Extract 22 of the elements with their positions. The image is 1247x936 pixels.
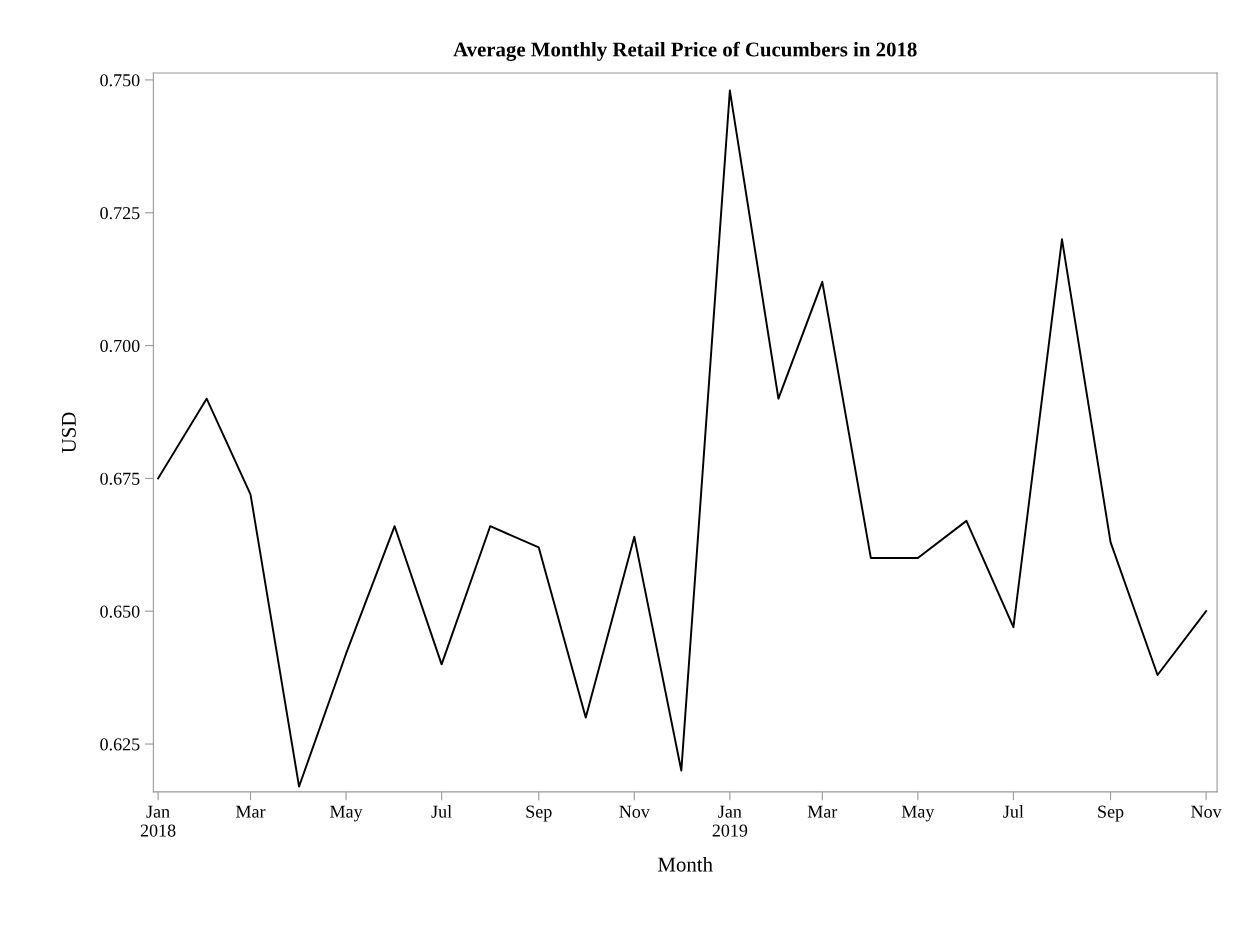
x-tick-label: Mar	[807, 805, 838, 818]
y-tick-label: 0.725	[100, 207, 140, 220]
x-tick-label: May	[330, 805, 363, 822]
x-axis-title: Month	[658, 856, 713, 872]
y-tick-label: 0.750	[100, 74, 140, 87]
y-tick-label: 0.625	[100, 738, 140, 751]
x-tick-label: Jan 2019	[712, 805, 748, 837]
y-axis-title: USD	[61, 412, 76, 453]
x-tick-label: Sep	[526, 805, 552, 822]
x-tick-label: May	[901, 805, 935, 822]
x-tick-label: Jan 2018	[140, 805, 176, 837]
x-tick-label: Sep	[1098, 805, 1124, 822]
y-tick-label: 0.650	[100, 605, 140, 618]
x-tick-label: Nov	[1191, 805, 1222, 818]
x-tick-label: Jul	[431, 805, 452, 818]
y-tick-label: 0.675	[100, 472, 140, 485]
x-tick-label: Nov	[619, 805, 650, 818]
x-tick-label: Mar	[235, 805, 266, 818]
x-tick-label: Jul	[1003, 805, 1024, 818]
y-tick-label: 0.700	[100, 339, 140, 353]
line-series	[157, 89, 1208, 788]
chart-title: Average Monthly Retail Price of Cucumbers in 2018	[453, 41, 917, 61]
